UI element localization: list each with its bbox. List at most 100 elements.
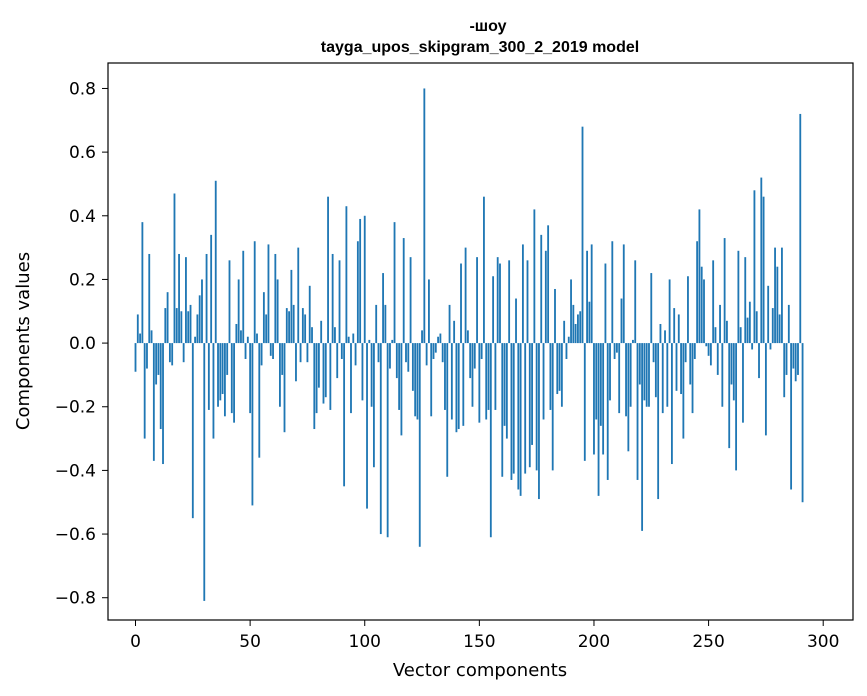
bar (597, 343, 600, 496)
bar (565, 343, 568, 359)
y-axis-label: Components values (13, 252, 34, 430)
bar (680, 343, 682, 395)
bar (515, 298, 517, 344)
bar (361, 343, 364, 401)
bar (531, 343, 533, 445)
bar (382, 273, 384, 344)
bar (670, 343, 673, 465)
bar (246, 336, 249, 344)
bar (627, 343, 630, 452)
bar (517, 343, 520, 490)
bar (797, 343, 799, 375)
bar (726, 320, 728, 344)
bar (588, 301, 591, 344)
bar (673, 308, 676, 344)
bar (285, 308, 288, 344)
bar (689, 343, 692, 385)
bar (776, 266, 779, 344)
bar (297, 247, 300, 344)
bar (554, 288, 556, 344)
bar-series (134, 88, 804, 601)
bar (794, 343, 797, 382)
bar (668, 279, 671, 344)
bar (185, 257, 187, 344)
bar (483, 196, 485, 344)
bar (448, 304, 451, 344)
y-tick-label: 0.6 (69, 143, 96, 163)
bar (375, 304, 378, 344)
bar (664, 330, 666, 344)
bar (416, 343, 419, 420)
bar (696, 241, 699, 344)
bar (164, 308, 167, 344)
bar (659, 323, 662, 344)
bar (487, 343, 490, 410)
bar (210, 234, 213, 344)
x-tick-label: 250 (692, 632, 724, 652)
bar (237, 279, 240, 344)
bar (317, 343, 320, 388)
bar (489, 343, 492, 538)
bar (538, 343, 540, 500)
bar (299, 343, 302, 363)
bar (769, 343, 772, 350)
bar (709, 343, 712, 366)
y-tick-label: −0.6 (55, 525, 96, 545)
bar (366, 343, 368, 509)
x-tick-label: 300 (807, 632, 839, 652)
bar (629, 343, 632, 407)
bar (469, 343, 472, 379)
bar (453, 320, 456, 344)
bar (409, 257, 412, 344)
bar (739, 327, 742, 344)
bar (501, 343, 504, 477)
bar (196, 314, 199, 344)
bar (281, 343, 284, 375)
bar (292, 304, 295, 344)
bar (593, 343, 595, 455)
bar (519, 343, 522, 496)
bar (760, 177, 763, 344)
bar (414, 343, 417, 417)
bar (240, 330, 242, 344)
bar (466, 330, 469, 344)
bar (691, 343, 694, 414)
bar (155, 343, 158, 385)
bar (677, 314, 680, 344)
bar (560, 343, 563, 407)
bar (134, 343, 137, 372)
bar (425, 343, 428, 366)
bar (716, 343, 719, 375)
bar (324, 343, 327, 398)
y-axis-ticks: −0.8 −0.6 −0.4 −0.2 0.0 0.2 0.4 0.6 0.8 (55, 79, 108, 609)
bar (258, 343, 261, 458)
bar (272, 343, 274, 359)
bar (260, 343, 263, 366)
bar (533, 209, 536, 344)
bar (205, 253, 208, 344)
bar (460, 263, 462, 344)
bar (338, 260, 341, 344)
bar (162, 343, 164, 465)
bar (544, 250, 547, 344)
bar (636, 343, 639, 480)
bar (764, 343, 767, 436)
bar (253, 241, 256, 344)
bar (687, 276, 689, 344)
bar (675, 343, 678, 391)
bar (235, 323, 238, 344)
bar (336, 343, 339, 379)
bar (411, 343, 414, 391)
bar (783, 343, 786, 398)
bar (700, 266, 703, 344)
bar (352, 333, 355, 344)
bar (152, 343, 155, 461)
bar (512, 343, 515, 474)
bar (191, 343, 194, 519)
bar (737, 250, 740, 344)
bar (313, 343, 316, 430)
bar (421, 330, 423, 344)
bar (609, 343, 611, 401)
x-tick-label: 100 (349, 632, 381, 652)
bar (505, 343, 508, 439)
